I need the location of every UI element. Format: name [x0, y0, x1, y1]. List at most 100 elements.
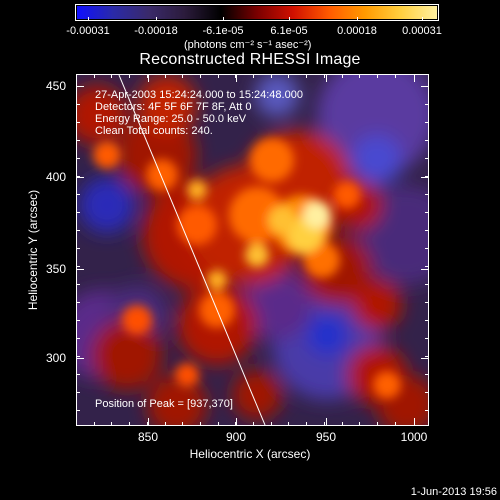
- emission-core: [93, 138, 401, 399]
- colorbar: [75, 4, 439, 21]
- axis-tick: [236, 418, 237, 426]
- axis-tick: [93, 422, 95, 426]
- annotation-energy: Energy Range: 25.0 - 50.0 keV: [95, 113, 247, 125]
- colorbar-tick: [223, 17, 224, 21]
- axis-tick: [76, 86, 80, 87]
- axis-tick: [425, 302, 429, 303]
- colorbar-tick-label: 0.00031: [402, 25, 442, 37]
- y-tick-label: 450: [46, 79, 67, 93]
- axis-tick: [235, 74, 237, 78]
- colorbar-tick-label: -0.00018: [134, 25, 178, 37]
- x-tick-label: 950: [315, 430, 337, 444]
- axis-tick: [111, 422, 113, 426]
- axis-tick: [376, 422, 378, 426]
- axis-tick: [425, 338, 429, 339]
- axis-tick: [414, 74, 415, 82]
- axis-tick: [341, 422, 343, 426]
- axis-tick: [270, 74, 272, 78]
- axis-tick: [425, 122, 429, 123]
- footer-date: 1-Jun-2013 19:56: [410, 486, 497, 498]
- axis-tick: [76, 392, 80, 393]
- axis-tick: [76, 320, 80, 321]
- axis-tick: [76, 104, 80, 105]
- axis-tick: [76, 302, 80, 303]
- axis-tick: [421, 358, 429, 359]
- axis-tick: [394, 74, 396, 78]
- axis-tick: [425, 248, 429, 249]
- x-tick-label: 850: [137, 430, 159, 444]
- axis-tick: [323, 422, 325, 426]
- colorbar-tick: [357, 17, 358, 21]
- axis-tick: [425, 410, 429, 411]
- axis-tick: [253, 74, 254, 78]
- axis-tick: [376, 74, 378, 78]
- annotation-time: 27-Apr-2003 15:24:24.000 to 15:24:48.000: [95, 89, 303, 101]
- colorbar-units: (photons cm⁻² s⁻¹ asec⁻²): [184, 39, 312, 51]
- axis-tick: [425, 176, 429, 177]
- annotation-detectors: Detectors: 4F 5F 6F 7F 8F, Att 0: [95, 101, 252, 113]
- y-tick-label: 400: [46, 170, 67, 184]
- axis-tick: [306, 74, 308, 78]
- colorbar-tick: [156, 17, 157, 21]
- axis-tick: [425, 320, 429, 321]
- peak-position-label: Position of Peak = [937,370]: [95, 398, 233, 410]
- axis-tick: [129, 74, 131, 78]
- axis-tick: [394, 422, 396, 426]
- colorbar-tick-label: 6.1e-05: [270, 25, 308, 37]
- axis-tick: [146, 74, 148, 78]
- axis-tick: [76, 356, 80, 357]
- y-axis-label: Heliocentric Y (arcsec): [26, 189, 40, 311]
- axis-tick: [421, 177, 429, 178]
- axis-tick: [425, 284, 429, 285]
- axis-tick: [76, 374, 80, 375]
- colorbar-tick: [289, 17, 290, 21]
- axis-tick: [425, 392, 429, 393]
- axis-tick: [93, 74, 95, 78]
- axis-tick: [414, 418, 415, 426]
- x-tick-label: 1000: [400, 430, 428, 444]
- axis-tick: [182, 74, 184, 78]
- annotation-clean: Clean Total counts: 240.: [95, 125, 213, 137]
- x-axis-label: Heliocentric X (arcsec): [189, 447, 311, 461]
- image-plot: 27-Apr-2003 15:24:24.000 to 15:24:48.000…: [76, 74, 429, 426]
- axis-tick: [306, 422, 308, 426]
- axis-tick: [76, 194, 80, 195]
- axis-tick: [425, 140, 429, 141]
- solar-limb-line: [118, 75, 266, 425]
- axis-tick: [76, 140, 80, 141]
- axis-tick: [111, 74, 113, 78]
- plot-title: Reconstructed RHESSI Image: [139, 51, 361, 68]
- axis-tick: [76, 422, 77, 426]
- axis-tick: [326, 418, 327, 426]
- y-tick-label: 300: [46, 351, 67, 365]
- axis-tick: [425, 356, 429, 357]
- axis-tick: [148, 74, 149, 82]
- axis-tick: [425, 212, 429, 213]
- axis-tick: [421, 269, 429, 270]
- axis-tick: [425, 86, 429, 87]
- axis-tick: [129, 422, 131, 426]
- axis-tick: [76, 338, 80, 339]
- axis-tick: [425, 158, 429, 159]
- axis-tick: [359, 74, 361, 78]
- axis-tick: [146, 422, 148, 426]
- axis-tick: [76, 86, 84, 87]
- axis-tick: [199, 422, 201, 426]
- axis-tick: [288, 422, 290, 426]
- axis-tick: [164, 422, 166, 426]
- axis-tick: [253, 422, 254, 426]
- colorbar-tick-label: 0.00018: [337, 25, 377, 37]
- axis-tick: [76, 269, 84, 270]
- axis-tick: [199, 74, 201, 78]
- axis-tick: [76, 266, 80, 267]
- axis-tick: [288, 74, 290, 78]
- axis-tick: [76, 212, 80, 213]
- axis-tick: [425, 194, 429, 195]
- axis-tick: [76, 358, 84, 359]
- colorbar-gradient: [77, 6, 437, 19]
- axis-tick: [425, 374, 429, 375]
- axis-tick: [76, 284, 80, 285]
- axis-tick: [164, 74, 166, 78]
- axis-tick: [76, 410, 80, 411]
- axis-tick: [425, 104, 429, 105]
